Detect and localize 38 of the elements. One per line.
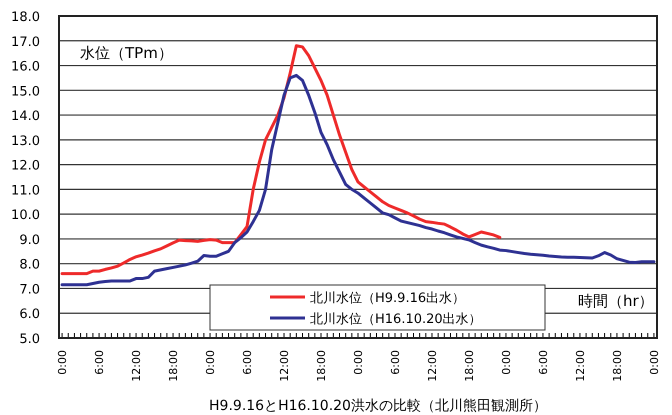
x-tick-label: 18:00 — [315, 350, 328, 382]
x-tick-label: 0:00 — [648, 350, 661, 375]
x-tick-label: 6:00 — [241, 350, 254, 375]
y-tick-label: 18.0 — [11, 10, 40, 25]
x-tick-label: 6:00 — [536, 350, 550, 375]
legend-label: 北川水位（H16.10.20出水） — [310, 312, 482, 327]
x-tick-label: 18:00 — [462, 350, 476, 382]
y-tick-label: 7.0 — [19, 282, 40, 298]
y-tick-label: 10.0 — [11, 208, 40, 224]
x-tick-label: 12:00 — [278, 350, 292, 382]
y-tick-label: 12.0 — [11, 158, 40, 174]
line-series — [60, 74, 656, 286]
x-tick-label: 0:00 — [204, 350, 218, 375]
text: H9.9.16とH16.10.20洪水の比較（北川熊田観測所） — [209, 398, 547, 414]
y-tick-label: 15.0 — [11, 84, 40, 100]
y-tick-label: 9.0 — [19, 232, 40, 248]
x-tick-label: 12:00 — [130, 350, 144, 382]
x-tick-label: 0:00 — [500, 350, 513, 375]
x-tick-label: 18:00 — [167, 350, 180, 382]
x-tick-label: 18:00 — [610, 350, 624, 382]
x-tick-label: 6:00 — [388, 350, 402, 375]
line-series — [60, 44, 502, 276]
y-tick-label: 14.0 — [11, 109, 40, 124]
x-tick-label: 12:00 — [574, 350, 587, 382]
y-tick-label: 8.0 — [19, 258, 40, 273]
x-tick-label: 0:00 — [56, 350, 70, 375]
legend-label: 北川水位（H9.9.16出水） — [310, 291, 466, 306]
y-tick-label: 17.0 — [11, 34, 40, 50]
y-tick-label: 13.0 — [11, 134, 40, 149]
y-tick-label: 6.0 — [19, 307, 40, 322]
x-tick-label: 6:00 — [93, 350, 106, 375]
x-tick-label: 0:00 — [352, 350, 365, 375]
y-tick-label: 5.0 — [19, 332, 40, 347]
y-tick-label: 16.0 — [11, 60, 40, 75]
x-axis-title: 時間（hr） — [578, 292, 654, 310]
y-axis-title: 水位（TPm） — [80, 44, 173, 62]
x-tick-label: 12:00 — [426, 350, 439, 382]
y-tick-label: 11.0 — [11, 183, 40, 198]
